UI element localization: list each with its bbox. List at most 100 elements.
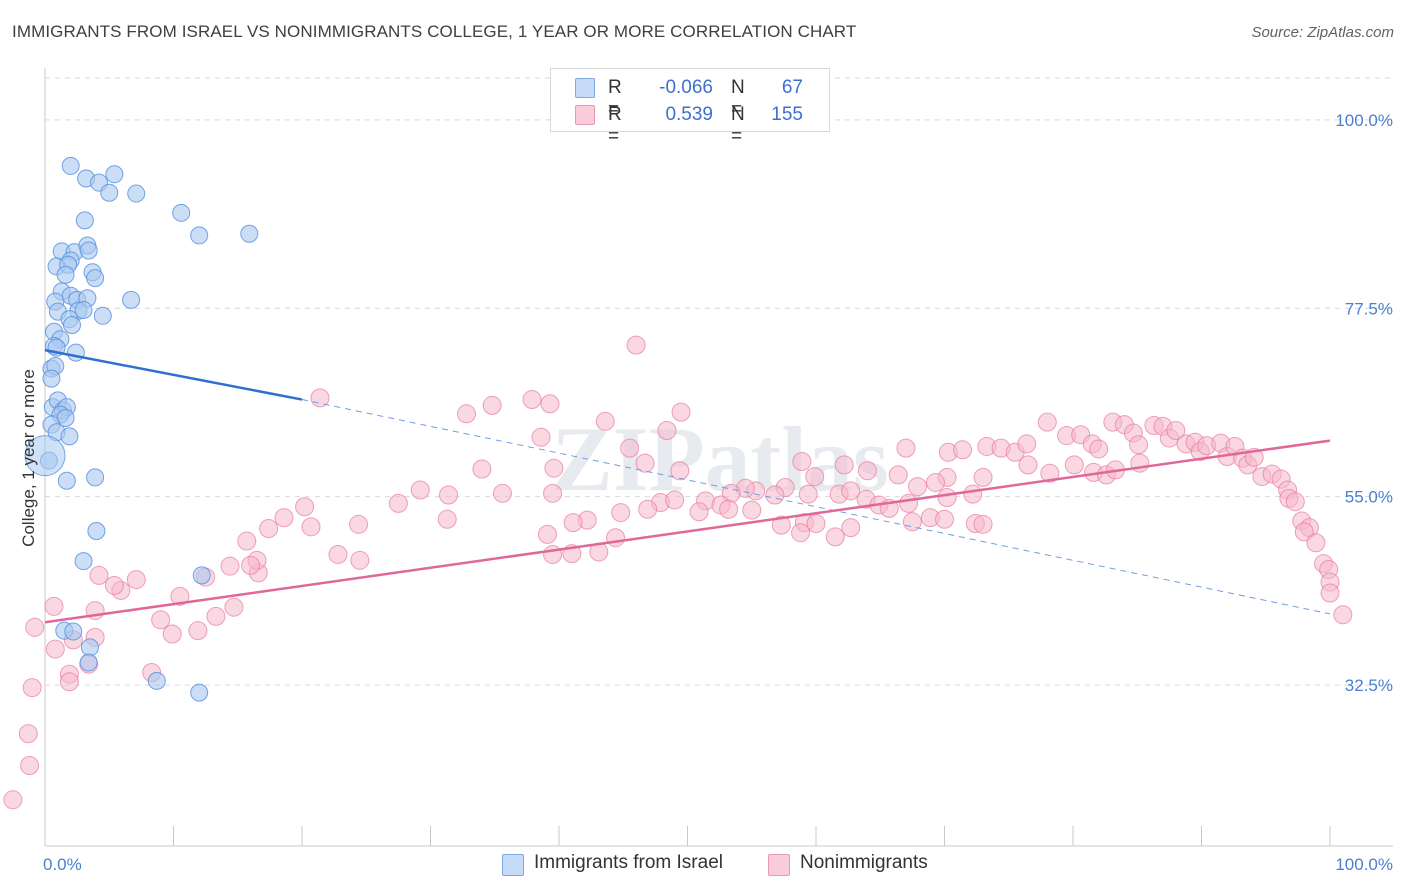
data-point-nonimmigrants: [798, 484, 818, 504]
data-point-nonimmigrants: [388, 493, 408, 513]
data-point-nonimmigrants: [841, 518, 861, 538]
data-point-nonimmigrants: [563, 513, 583, 533]
data-point-nonimmigrants: [162, 624, 182, 644]
data-point-nonimmigrants: [544, 458, 564, 478]
x-tick-label: 100.0%: [1335, 855, 1393, 874]
data-point-nonimmigrants: [926, 472, 946, 492]
data-point-nonimmigrants: [237, 531, 257, 551]
data-point-nonimmigrants: [437, 509, 457, 529]
data-point-nonimmigrants: [1306, 533, 1326, 553]
data-point-nonimmigrants: [620, 438, 640, 458]
data-point-nonimmigrants: [635, 453, 655, 473]
y-tick-label: 55.0%: [1345, 488, 1393, 507]
data-point-israel: [66, 343, 85, 362]
series-immigrants-from-israel: [24, 156, 259, 702]
data-point-nonimmigrants: [742, 500, 762, 520]
data-point-nonimmigrants: [301, 517, 321, 537]
data-point-nonimmigrants: [1285, 492, 1305, 512]
data-point-nonimmigrants: [626, 335, 646, 355]
data-point-nonimmigrants: [18, 724, 38, 744]
data-point-nonimmigrants: [689, 502, 709, 522]
data-point-israel: [172, 203, 191, 222]
data-point-nonimmigrants: [25, 617, 45, 637]
data-point-nonimmigrants: [220, 556, 240, 576]
data-point-israel: [56, 265, 75, 284]
trend-lines: [44, 348, 1331, 624]
data-point-nonimmigrants: [259, 519, 279, 539]
data-point-nonimmigrants: [224, 597, 244, 617]
legend-n-value: 155: [771, 104, 803, 125]
data-point-nonimmigrants: [765, 485, 785, 505]
data-point-nonimmigrants: [59, 672, 79, 692]
trend-line-nonimmigrants: [44, 439, 1331, 624]
correlation-legend: R = -0.066 N = 67 R = 0.539 N = 155: [550, 68, 830, 147]
data-point-israel: [80, 638, 99, 657]
y-axis-label: College, 1 year or more: [19, 369, 38, 547]
data-point-israel: [127, 184, 146, 203]
data-point-nonimmigrants: [1040, 463, 1060, 483]
data-point-nonimmigrants: [438, 485, 458, 505]
data-point-nonimmigrants: [665, 490, 685, 510]
data-point-nonimmigrants: [170, 586, 190, 606]
data-point-nonimmigrants: [20, 755, 40, 775]
data-point-israel: [61, 156, 80, 175]
data-point-israel: [190, 226, 209, 245]
data-point-israel: [100, 183, 119, 202]
data-point-nonimmigrants: [328, 544, 348, 564]
data-point-nonimmigrants: [22, 678, 42, 698]
data-point-israel: [240, 224, 259, 243]
data-point-nonimmigrants: [771, 515, 791, 535]
data-point-nonimmigrants: [295, 497, 315, 517]
data-point-nonimmigrants: [719, 499, 739, 519]
data-point-israel: [105, 165, 124, 184]
data-point-nonimmigrants: [638, 499, 658, 519]
data-point-israel: [64, 622, 83, 641]
data-point-nonimmigrants: [595, 411, 615, 431]
data-point-nonimmigrants: [1320, 583, 1340, 603]
legend-n-label: N =: [731, 77, 745, 120]
data-point-israel: [60, 427, 79, 446]
data-point-nonimmigrants: [350, 550, 370, 570]
legend-label-israel: Immigrants from Israel: [534, 852, 723, 873]
source-label: Source: ZipAtlas.com: [1251, 24, 1394, 41]
data-point-nonimmigrants: [482, 395, 502, 415]
data-point-israel: [87, 522, 106, 541]
data-point-nonimmigrants: [151, 610, 171, 630]
data-point-nonimmigrants: [45, 639, 65, 659]
legend-n-value: 67: [781, 77, 803, 98]
data-point-nonimmigrants: [657, 421, 677, 441]
data-point-nonimmigrants: [937, 488, 957, 508]
y-tick-label: 77.5%: [1345, 299, 1393, 318]
data-point-nonimmigrants: [825, 527, 845, 547]
data-point-israel: [74, 300, 93, 319]
legend-r-label: R =: [608, 77, 622, 120]
data-point-nonimmigrants: [241, 555, 261, 575]
data-point-nonimmigrants: [611, 503, 631, 523]
data-point-nonimmigrants: [543, 544, 563, 564]
data-point-nonimmigrants: [1333, 605, 1353, 625]
data-point-nonimmigrants: [537, 524, 557, 544]
data-point-nonimmigrants: [472, 459, 492, 479]
data-point-nonimmigrants: [104, 575, 124, 595]
data-point-nonimmigrants: [349, 514, 369, 534]
data-point-nonimmigrants: [543, 483, 563, 503]
data-point-nonimmigrants: [44, 596, 64, 616]
legend-r-label: R =: [608, 104, 622, 147]
data-point-israel: [74, 552, 93, 571]
data-point-nonimmigrants: [126, 570, 146, 590]
data-point-nonimmigrants: [952, 440, 972, 460]
data-point-israel: [147, 671, 166, 690]
data-point-nonimmigrants: [973, 514, 993, 534]
data-point-israel: [75, 211, 94, 230]
legend-label-nonimmigrants: Nonimmigrants: [800, 852, 928, 873]
data-point-nonimmigrants: [188, 621, 208, 641]
data-point-israel: [79, 241, 98, 260]
chart-title: IMMIGRANTS FROM ISRAEL VS NONIMMIGRANTS …: [12, 22, 857, 41]
data-point-israel: [190, 683, 209, 702]
data-point-israel: [42, 369, 61, 388]
data-point-nonimmigrants: [791, 523, 811, 543]
data-point-nonimmigrants: [89, 565, 109, 585]
data-point-nonimmigrants: [834, 455, 854, 475]
data-point-nonimmigrants: [792, 452, 812, 472]
